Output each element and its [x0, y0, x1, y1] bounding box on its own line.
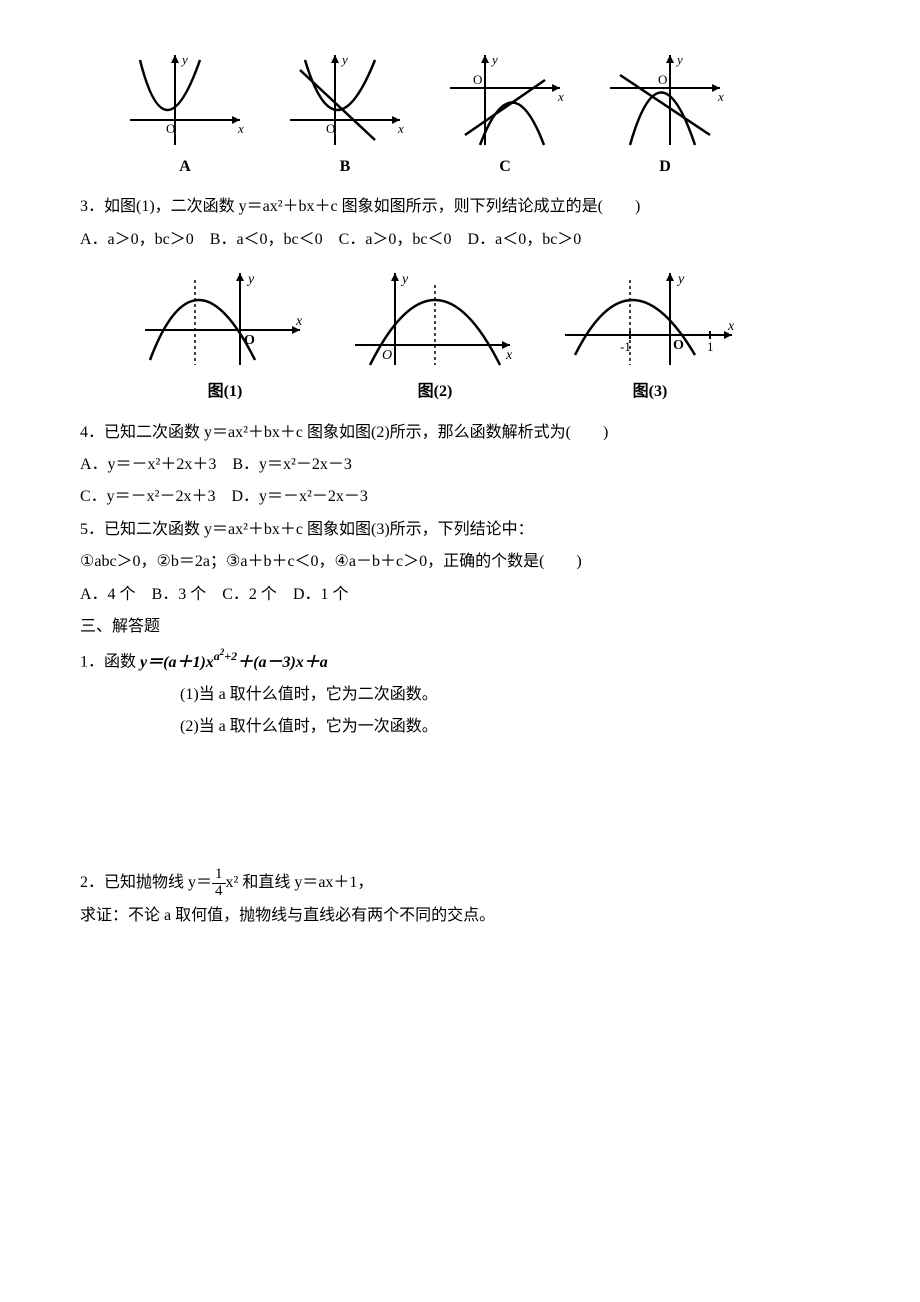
- y-axis-label: y: [180, 52, 188, 67]
- problem-2-line2: 求证：不论 a 取何值，抛物线与直线必有两个不同的交点。: [80, 901, 840, 931]
- fraction-num: 1: [212, 867, 226, 884]
- y-axis-label: y: [490, 52, 498, 67]
- x-axis-label: x: [295, 314, 303, 329]
- figure-3: O x y -1 1 图(3): [560, 265, 740, 407]
- q5-option-c: C．2 个: [222, 586, 277, 603]
- origin-label: O: [382, 348, 392, 363]
- figure-2: O x y 图(2): [350, 265, 520, 407]
- question-4-text: 4．已知二次函数 y＝ax²＋bx＋c 图象如图(2)所示，那么函数解析式为( …: [80, 418, 840, 448]
- section-3-title: 三、解答题: [80, 612, 840, 642]
- question-5-options: A．4 个 B．3 个 C．2 个 D．1 个: [80, 580, 840, 610]
- question-4-options-row1: A．y＝－x²＋2x＋3 B．y＝x²－2x－3: [80, 450, 840, 480]
- fraction-den: 4: [212, 884, 226, 900]
- origin-label: O: [473, 72, 482, 87]
- fraction-1-4: 14: [212, 867, 226, 900]
- question-5-line2: ①abc＞0，②b＝2a；③a＋b＋c＜0，④a－b＋c＞0，正确的个数是( ): [80, 547, 840, 577]
- figure-caption-b: B: [280, 152, 410, 182]
- y-axis-label: y: [675, 52, 683, 67]
- problem-1: 1．函数 y＝(a＋1)xa2+2＋(a－3)x＋a: [80, 644, 840, 678]
- problem-2-pre: 2．已知抛物线 y＝: [80, 874, 212, 891]
- problem-2-post: x² 和直线 y＝ax＋1，: [226, 874, 374, 891]
- q5-option-a: A．4 个: [80, 586, 136, 603]
- problem-1-sub2: (2)当 a 取什么值时，它为一次函数。: [180, 712, 840, 742]
- origin-label: O: [658, 72, 667, 87]
- question-5-text: 5．已知二次函数 y＝ax²＋bx＋c 图象如图(3)所示，下列结论中：: [80, 515, 840, 545]
- q5-option-d: D．1 个: [293, 586, 349, 603]
- figure-caption-c: C: [440, 152, 570, 182]
- origin-label: O: [166, 121, 175, 136]
- x-axis-label: x: [727, 319, 735, 334]
- figure-2-caption: 图(2): [350, 377, 520, 407]
- figure-b: O x y B: [280, 50, 410, 182]
- q4-option-d: D．y＝－x²－2x－3: [231, 488, 367, 505]
- problem-2-line1: 2．已知抛物线 y＝14x² 和直线 y＝ax＋1，: [80, 867, 840, 900]
- q4-option-b: B．y＝x²－2x－3: [232, 456, 351, 473]
- figure-row-abcd: O x y A O x y B O x y: [120, 50, 840, 182]
- q3-option-d: D．a＜0，bc＞0: [468, 231, 582, 248]
- problem-1-prefix: 1．函数: [80, 654, 136, 671]
- figure-c: O x y C: [440, 50, 570, 182]
- x-axis-label: x: [505, 348, 513, 363]
- q4-option-c: C．y＝－x²－2x＋3: [80, 488, 215, 505]
- q5-option-b: B．3 个: [152, 586, 207, 603]
- figure-a: O x y A: [120, 50, 250, 182]
- q3-option-b: B．a＜0，bc＜0: [210, 231, 323, 248]
- x-axis-label: x: [397, 121, 404, 136]
- figure-d: O x y D: [600, 50, 730, 182]
- figure-1-caption: 图(1): [140, 377, 310, 407]
- tick-neg1: -1: [620, 339, 631, 354]
- origin-label: O: [326, 121, 335, 136]
- tick-pos1: 1: [707, 339, 714, 354]
- x-axis-label: x: [717, 89, 724, 104]
- y-axis-label: y: [246, 272, 255, 287]
- q4-option-a: A．y＝－x²＋2x＋3: [80, 456, 216, 473]
- y-axis-label: y: [340, 52, 348, 67]
- figure-caption-d: D: [600, 152, 730, 182]
- question-4-options-row2: C．y＝－x²－2x＋3 D．y＝－x²－2x－3: [80, 482, 840, 512]
- figure-row-123: O x y 图(1) O x y 图(2) O x: [140, 265, 840, 407]
- question-3-options: A．a＞0，bc＞0 B．a＜0，bc＜0 C．a＞0，bc＜0 D．a＜0，b…: [80, 225, 840, 255]
- q3-option-a: A．a＞0，bc＞0: [80, 231, 194, 248]
- problem-1-sub1: (1)当 a 取什么值时，它为二次函数。: [180, 680, 840, 710]
- x-axis-label: x: [557, 89, 564, 104]
- problem-1-formula: y＝(a＋1)xa2+2＋(a－3)x＋a: [140, 654, 328, 671]
- figure-1: O x y 图(1): [140, 265, 310, 407]
- origin-label: O: [673, 338, 684, 353]
- y-axis-label: y: [676, 272, 685, 287]
- question-3-text: 3．如图(1)，二次函数 y＝ax²＋bx＋c 图象如图所示，则下列结论成立的是…: [80, 192, 840, 222]
- figure-caption-a: A: [120, 152, 250, 182]
- x-axis-label: x: [237, 121, 244, 136]
- y-axis-label: y: [400, 272, 409, 287]
- q3-option-c: C．a＞0，bc＜0: [339, 231, 452, 248]
- figure-3-caption: 图(3): [560, 377, 740, 407]
